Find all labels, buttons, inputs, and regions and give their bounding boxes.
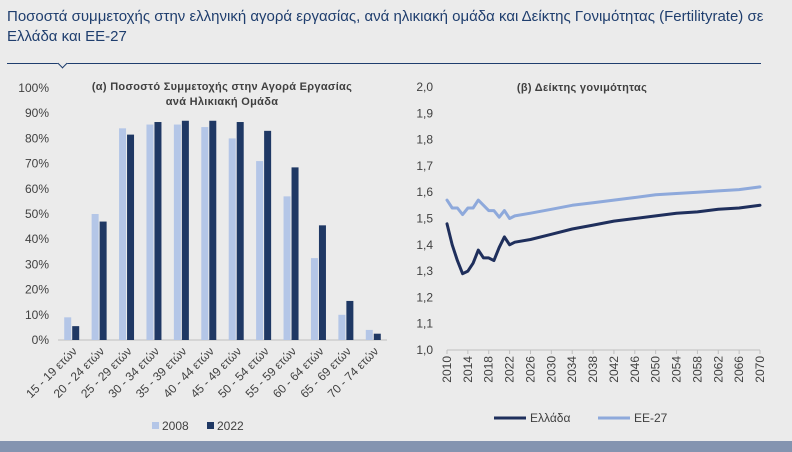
bar-2008 <box>146 124 154 340</box>
x-tick-label: 2046 <box>628 356 642 383</box>
bar-2008 <box>338 314 346 340</box>
page-title: Ποσοστά συμμετοχής στην ελληνική αγορά ε… <box>7 8 764 45</box>
bar-2008 <box>365 329 373 340</box>
y-tick-label: 1,5 <box>416 212 433 226</box>
y-tick-label: 60% <box>25 182 49 196</box>
bar-2022 <box>181 120 189 340</box>
y-tick-label: 1,4 <box>416 238 433 252</box>
y-tick-label: 100% <box>18 81 49 95</box>
series-line-Ελλάδα <box>445 203 762 276</box>
x-tick-label: 2026 <box>523 356 537 383</box>
y-tick-label: 10% <box>25 308 49 322</box>
x-tick-label: 2070 <box>753 356 767 383</box>
bar-2022 <box>127 134 135 340</box>
bar-2008 <box>173 124 181 340</box>
y-tick-label: 1,8 <box>416 133 433 147</box>
bar-2022 <box>72 326 80 340</box>
chart-title-line: ανά Ηλικιακή Ομάδα <box>166 96 279 108</box>
x-tick-label: 2022 <box>503 356 517 383</box>
y-tick-label: 1,9 <box>416 106 433 120</box>
y-tick-label: 20% <box>25 283 49 297</box>
x-tick-label: 2054 <box>670 356 684 383</box>
legend-label: ΕΕ-27 <box>634 411 668 425</box>
bar-2022 <box>99 221 107 340</box>
bar-2022 <box>236 122 244 341</box>
y-tick-label: 0% <box>32 333 50 347</box>
bar-2022 <box>291 167 299 340</box>
footer-bar <box>0 441 792 452</box>
y-tick-label: 30% <box>25 257 49 271</box>
legend-swatch <box>207 422 214 429</box>
y-tick-label: 70% <box>25 157 49 171</box>
y-tick-label: 1,2 <box>416 290 433 304</box>
legend-swatch <box>152 422 159 429</box>
x-tick-label: 2030 <box>544 356 558 383</box>
chart-title-line: (α) Ποσοστό Συμμετοχής στην Αγορά Εργασί… <box>92 81 352 93</box>
series-line-ΕΕ-27 <box>445 185 762 220</box>
y-tick-label: 90% <box>25 106 49 120</box>
title-divider <box>7 63 761 64</box>
x-tick-label: 2042 <box>607 356 621 383</box>
y-tick-label: 40% <box>25 232 49 246</box>
bar-2008 <box>64 317 72 340</box>
y-tick-label: 1,3 <box>416 264 433 278</box>
y-tick-label: 80% <box>25 131 49 145</box>
bar-2008 <box>201 127 209 340</box>
x-tick-label: 2014 <box>461 356 475 383</box>
legend-label: 2022 <box>217 419 244 433</box>
bar-2022 <box>346 300 354 340</box>
y-tick-label: 1,0 <box>416 343 433 357</box>
x-tick-label: 2010 <box>440 356 454 383</box>
bar-2008 <box>283 196 291 340</box>
bar-2022 <box>154 122 162 341</box>
y-tick-label: 50% <box>25 207 49 221</box>
bar-2022 <box>318 225 326 340</box>
y-tick-label: 1,6 <box>416 185 433 199</box>
x-tick-label: 2058 <box>690 356 704 383</box>
bar-2008 <box>310 258 318 340</box>
x-tick-label: 2018 <box>482 356 496 383</box>
legend-label: Ελλάδα <box>530 411 570 425</box>
y-tick-label: 2,0 <box>416 80 433 94</box>
y-tick-label: 1,1 <box>416 317 433 331</box>
chart-title: (β) Δείκτης γονιμότητας <box>517 82 647 94</box>
bar-2008 <box>228 138 236 340</box>
x-tick-label: 2066 <box>732 356 746 383</box>
y-tick-label: 1,7 <box>416 159 433 173</box>
bar-2022 <box>209 120 217 340</box>
bar-2022 <box>373 333 381 340</box>
x-tick-label: 2034 <box>565 356 579 383</box>
chart-title: (α) Ποσοστό Συμμετοχής στην Αγορά Εργασί… <box>92 81 352 108</box>
legend-label: 2008 <box>162 419 189 433</box>
x-tick-label: 2062 <box>711 356 725 383</box>
bar-2022 <box>264 130 272 340</box>
bar-2008 <box>119 128 127 340</box>
bar-2008 <box>256 161 264 340</box>
x-tick-label: 2038 <box>586 356 600 383</box>
x-tick-label: 2050 <box>649 356 663 383</box>
bar-2008 <box>91 214 99 340</box>
